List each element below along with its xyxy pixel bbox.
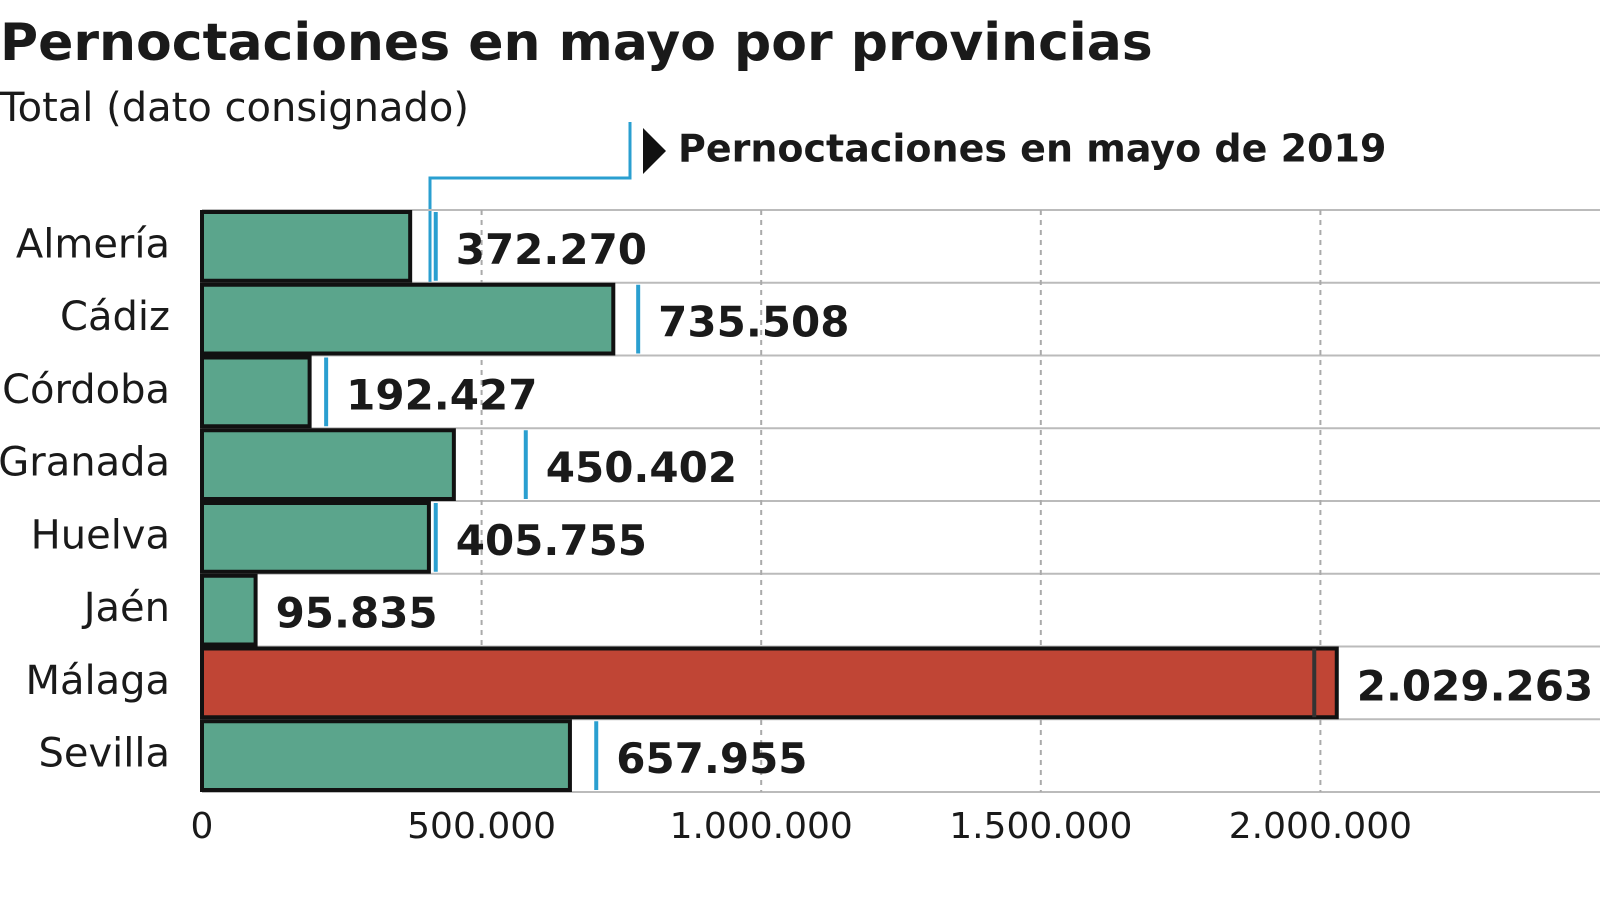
chart-subtitle: Total (dato consignado)	[0, 85, 469, 131]
bar	[200, 428, 456, 501]
value-label: 372.270	[456, 225, 647, 274]
y-tick-label: Córdoba	[2, 367, 170, 413]
value-label: 657.955	[616, 734, 807, 783]
y-tick-label: Huelva	[31, 512, 170, 558]
y-tick-label: Málaga	[25, 658, 170, 704]
y-tick-label: Almería	[16, 221, 170, 267]
value-label: 735.508	[658, 298, 849, 347]
x-tick-label: 1.500.000	[949, 806, 1132, 847]
x-tick-label: 0	[191, 806, 214, 847]
y-tick-label: Cádiz	[60, 294, 170, 340]
value-label: 192.427	[346, 370, 537, 419]
value-label: 95.835	[276, 589, 438, 638]
x-tick-label: 1.000.000	[670, 806, 853, 847]
y-tick-label: Granada	[0, 440, 170, 486]
chart-title: Pernoctaciones en mayo por provincias	[0, 13, 1153, 73]
legend-label: Pernoctaciones en mayo de 2019	[678, 127, 1386, 171]
legend-marker	[643, 128, 666, 174]
y-tick-label: Jaén	[81, 585, 170, 631]
bar	[200, 573, 258, 647]
bar	[200, 210, 413, 283]
y-tick-label: Sevilla	[38, 731, 170, 777]
bar	[200, 719, 572, 792]
bar	[200, 646, 1339, 720]
bar	[200, 501, 431, 574]
bar	[200, 282, 616, 356]
bar	[200, 355, 312, 429]
legend-connector	[428, 122, 632, 282]
value-label: 2.029.263	[1357, 661, 1593, 710]
x-tick-label: 500.000	[407, 806, 556, 847]
value-label: 450.402	[546, 443, 737, 492]
x-tick-label: 2.000.000	[1229, 806, 1412, 847]
value-label: 405.755	[456, 516, 647, 565]
